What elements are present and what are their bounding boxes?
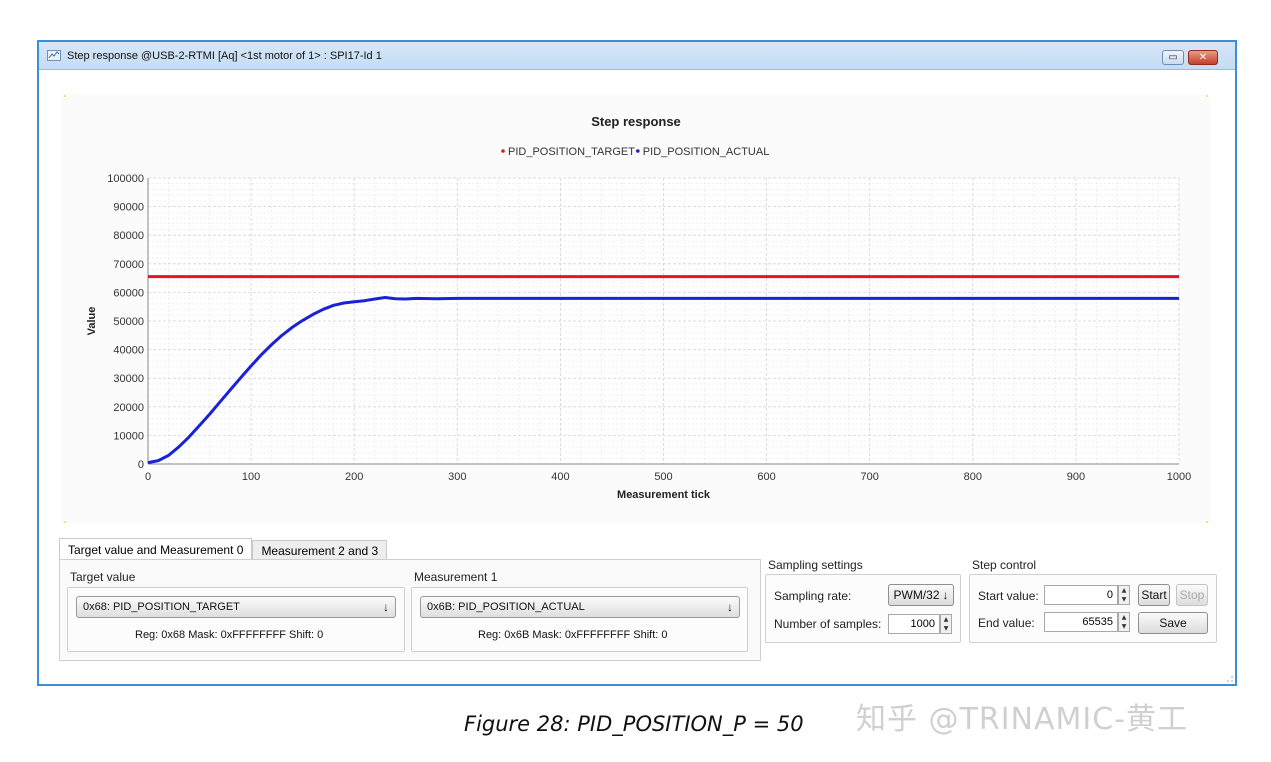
restore-icon: ▭	[1168, 52, 1178, 63]
y-tick-label: 30000	[113, 373, 144, 385]
x-tick-label: 0	[145, 471, 151, 483]
target-value-selected: 0x68: PID_POSITION_TARGET	[83, 601, 240, 613]
x-tick-label: 300	[448, 471, 466, 483]
end-value-label: End value:	[978, 616, 1035, 630]
start-value-input[interactable]: 0	[1044, 585, 1118, 605]
tab-target-measurement-0[interactable]: Target value and Measurement 0	[59, 538, 253, 560]
x-tick-label: 900	[1067, 471, 1085, 483]
corner-marker	[64, 521, 66, 523]
step-response-chart: 0 100 200 300 400 500 600 700 800 900 100001000020…	[64, 95, 1208, 523]
window-title: Step response @USB-2-RTMI [Aq] <1st moto…	[67, 49, 382, 62]
stop-button[interactable]: Stop	[1176, 584, 1208, 606]
y-tick-label: 80000	[113, 230, 144, 242]
watermark: 知乎 @TRINAMIC-黄工	[856, 702, 1189, 737]
close-icon: ✕	[1198, 52, 1208, 63]
measurement1-label: Measurement 1	[414, 570, 498, 584]
chart-area: 0 100 200 300 400 500 600 700 800 900 1000 0 10000 20…	[61, 94, 1211, 524]
y-tick-label: 100000	[107, 173, 144, 185]
restore-button[interactable]: ▭	[1162, 50, 1184, 65]
x-tick-label: 500	[654, 471, 672, 483]
number-of-samples-label: Number of samples:	[774, 617, 882, 631]
tab-panel: Target value 0x68: PID_POSITION_TARGET ↓…	[59, 559, 761, 661]
dropdown-arrow-icon: ↓	[383, 600, 389, 614]
legend-marker-pid-position-target	[501, 149, 505, 153]
start-value-label: Start value:	[978, 589, 1039, 603]
close-button[interactable]: ✕	[1188, 50, 1218, 65]
start-button[interactable]: Start	[1138, 584, 1170, 606]
x-tick-label: 100	[242, 471, 260, 483]
end-value-input[interactable]: 65535	[1044, 612, 1118, 632]
sampling-settings-label: Sampling settings	[768, 558, 863, 572]
legend-label-pid-position-target: PID_POSITION_TARGET	[508, 146, 635, 158]
x-tick-label: 400	[551, 471, 569, 483]
measurement1-group: 0x6B: PID_POSITION_ACTUAL ↓ Reg: 0x6B Ma…	[411, 587, 748, 652]
samples-spinner[interactable]: ▲ ▼	[940, 614, 952, 634]
tab-bar: Target value and Measurement 0 Measureme…	[59, 538, 388, 560]
chart-app-icon	[47, 50, 61, 61]
step-control-group: Start value: 0 ▲ ▼ Start Stop End value: …	[969, 574, 1217, 643]
title-bar[interactable]: Step response @USB-2-RTMI [Aq] <1st moto…	[39, 42, 1235, 70]
measurement1-select[interactable]: 0x6B: PID_POSITION_ACTUAL ↓	[420, 596, 740, 618]
chart-title: Step response	[591, 114, 681, 129]
save-button[interactable]: Save	[1138, 612, 1208, 634]
y-tick-label: 60000	[113, 287, 144, 299]
x-tick-label: 800	[964, 471, 982, 483]
resize-grip-icon[interactable]	[1226, 675, 1234, 683]
corner-marker	[1206, 95, 1208, 97]
x-axis-label: Measurement tick	[617, 489, 711, 501]
sampling-rate-label: Sampling rate:	[774, 589, 852, 603]
y-tick-label: 20000	[113, 402, 144, 414]
y-tick-label: 10000	[113, 430, 144, 442]
figure-caption: Figure 28: PID_POSITION_P = 50	[464, 712, 804, 736]
dropdown-arrow-icon: ↓	[942, 588, 949, 602]
measurement1-reg-info: Reg: 0x6B Mask: 0xFFFFFFFF Shift: 0	[478, 629, 668, 641]
x-tick-label: 1000	[1167, 471, 1191, 483]
x-tick-label: 200	[345, 471, 363, 483]
y-tick-label: 70000	[113, 259, 144, 271]
dropdown-arrow-icon: ↓	[727, 600, 733, 614]
x-tick-label: 700	[861, 471, 879, 483]
step-control-label: Step control	[972, 558, 1037, 572]
corner-marker	[64, 95, 66, 97]
end-value-spinner[interactable]: ▲ ▼	[1118, 612, 1130, 632]
target-reg-info: Reg: 0x68 Mask: 0xFFFFFFFF Shift: 0	[135, 629, 324, 641]
legend-marker-pid-position-actual	[636, 149, 640, 153]
step-response-window: Step response @USB-2-RTMI [Aq] <1st moto…	[37, 40, 1237, 686]
tab-measurement-2-3[interactable]: Measurement 2 and 3	[252, 540, 388, 560]
y-tick-label: 90000	[113, 202, 144, 214]
legend-label-pid-position-actual: PID_POSITION_ACTUAL	[643, 146, 770, 158]
y-axis-label: Value	[86, 307, 98, 336]
y-tick-label: 0	[138, 459, 144, 471]
sampling-settings-group: Sampling rate: PWM/32 ↓ Number of sample…	[765, 574, 961, 643]
series-line-pid-position-actual	[147, 296, 1179, 465]
sampling-rate-select[interactable]: PWM/32 ↓	[888, 584, 954, 606]
target-value-label: Target value	[70, 570, 136, 584]
corner-marker	[1206, 521, 1208, 523]
sampling-rate-value: PWM/32	[893, 588, 940, 602]
y-tick-label: 50000	[113, 316, 144, 328]
number-of-samples-input[interactable]: 1000	[888, 614, 940, 634]
measurement1-selected: 0x6B: PID_POSITION_ACTUAL	[427, 601, 585, 613]
start-value-spinner[interactable]: ▲ ▼	[1118, 585, 1130, 605]
x-tick-label: 600	[757, 471, 775, 483]
target-value-select[interactable]: 0x68: PID_POSITION_TARGET ↓	[76, 596, 396, 618]
y-tick-label: 40000	[113, 345, 144, 357]
target-value-group: 0x68: PID_POSITION_TARGET ↓ Reg: 0x68 Ma…	[67, 587, 405, 652]
